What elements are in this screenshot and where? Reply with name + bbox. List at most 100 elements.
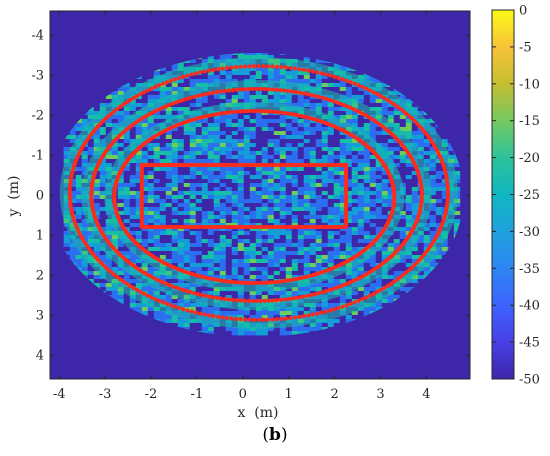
field-cell <box>99 175 107 180</box>
field-cell <box>177 231 185 236</box>
field-cell <box>369 203 377 208</box>
field-cell <box>303 175 311 180</box>
field-cell <box>339 111 347 116</box>
field-cell <box>165 235 173 240</box>
field-cell <box>303 71 311 76</box>
field-cell <box>237 259 245 264</box>
field-cell <box>315 227 323 232</box>
field-cell <box>327 303 335 308</box>
field-cell <box>285 135 293 140</box>
field-cell <box>129 107 137 112</box>
field-cell <box>129 135 137 140</box>
field-cell <box>159 319 167 324</box>
field-cell <box>333 187 341 192</box>
field-cell <box>141 283 149 288</box>
field-cell <box>321 243 329 248</box>
field-cell <box>231 251 239 256</box>
field-cell <box>315 103 323 108</box>
field-cell <box>243 195 251 200</box>
field-cell <box>117 119 125 124</box>
marker-point <box>364 295 369 300</box>
field-cell <box>321 223 329 228</box>
marker-point <box>68 203 73 208</box>
field-cell <box>213 251 221 256</box>
field-cell <box>255 311 263 316</box>
field-cell <box>345 207 353 212</box>
field-cell <box>219 207 227 212</box>
field-cell <box>105 235 113 240</box>
field-cell <box>297 103 305 108</box>
field-cell <box>189 191 197 196</box>
field-cell <box>339 151 347 156</box>
field-cell <box>303 139 311 144</box>
field-cell <box>213 171 221 176</box>
field-cell <box>207 155 215 160</box>
field-cell <box>165 143 173 148</box>
field-cell <box>303 231 311 236</box>
field-cell <box>219 171 227 176</box>
field-cell <box>195 159 203 164</box>
field-cell <box>117 147 125 152</box>
field-cell <box>201 123 209 128</box>
field-cell <box>267 311 275 316</box>
field-cell <box>201 215 209 220</box>
field-cell <box>183 251 191 256</box>
field-cell <box>285 115 293 120</box>
field-cell <box>141 187 149 192</box>
field-cell <box>201 271 209 276</box>
field-cell <box>147 267 155 272</box>
field-cell <box>135 103 143 108</box>
field-cell <box>273 243 281 248</box>
field-cell <box>279 115 287 120</box>
marker-point <box>284 316 289 321</box>
field-cell <box>231 155 239 160</box>
field-cell <box>303 255 311 260</box>
field-cell <box>345 291 353 296</box>
field-cell <box>153 119 161 124</box>
field-cell <box>315 199 323 204</box>
field-cell <box>267 53 275 56</box>
field-cell <box>267 195 275 200</box>
field-cell <box>231 207 239 212</box>
field-cell <box>69 199 77 204</box>
field-cell <box>105 223 113 228</box>
field-cell <box>333 259 341 264</box>
field-cell <box>333 159 341 164</box>
marker-point <box>344 303 349 308</box>
field-cell <box>225 119 233 124</box>
field-cell <box>327 107 335 112</box>
marker-point <box>124 100 129 105</box>
field-cell <box>255 315 263 320</box>
marker-point <box>181 307 186 312</box>
field-cell <box>363 91 371 96</box>
marker-trace <box>89 86 424 304</box>
field-cell <box>243 243 251 248</box>
field-cell <box>291 211 299 216</box>
field-cell <box>123 175 131 180</box>
field-cell <box>69 127 77 132</box>
field-cell <box>225 151 233 156</box>
field-band <box>59 57 458 329</box>
field-cell <box>357 247 365 252</box>
field-cell <box>147 207 155 212</box>
heatmap-field <box>59 53 461 336</box>
field-cell <box>297 263 305 268</box>
field-cell <box>165 227 173 232</box>
field-cell <box>327 135 335 140</box>
field-cell <box>201 99 209 104</box>
field-cell <box>249 119 257 124</box>
marker-point <box>275 64 280 69</box>
field-cell <box>183 139 191 144</box>
field-cell <box>339 147 347 152</box>
field-cell <box>297 131 305 136</box>
field-cell <box>207 255 215 260</box>
marker-point <box>336 305 341 311</box>
field-cell <box>165 187 173 192</box>
field-cell <box>381 83 389 88</box>
marker-point <box>211 314 216 319</box>
marker-point <box>332 307 337 312</box>
field-cell <box>363 235 371 240</box>
marker-point <box>352 81 357 86</box>
field-cell <box>309 303 317 308</box>
field-cell <box>357 83 365 88</box>
